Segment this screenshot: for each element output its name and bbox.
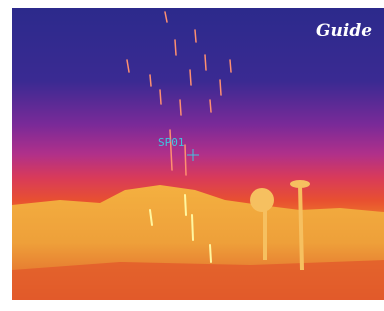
foreground (12, 260, 384, 300)
tree-crown (250, 188, 274, 212)
image (12, 8, 384, 300)
spot-label: SP01 (158, 136, 185, 149)
tree-crown (290, 180, 310, 188)
page: Guide SP01 (() => { const data = JSON.pa… (0, 0, 384, 311)
brand-label: Guide (316, 21, 372, 41)
thermal-view: Guide SP01 (0, 0, 384, 311)
